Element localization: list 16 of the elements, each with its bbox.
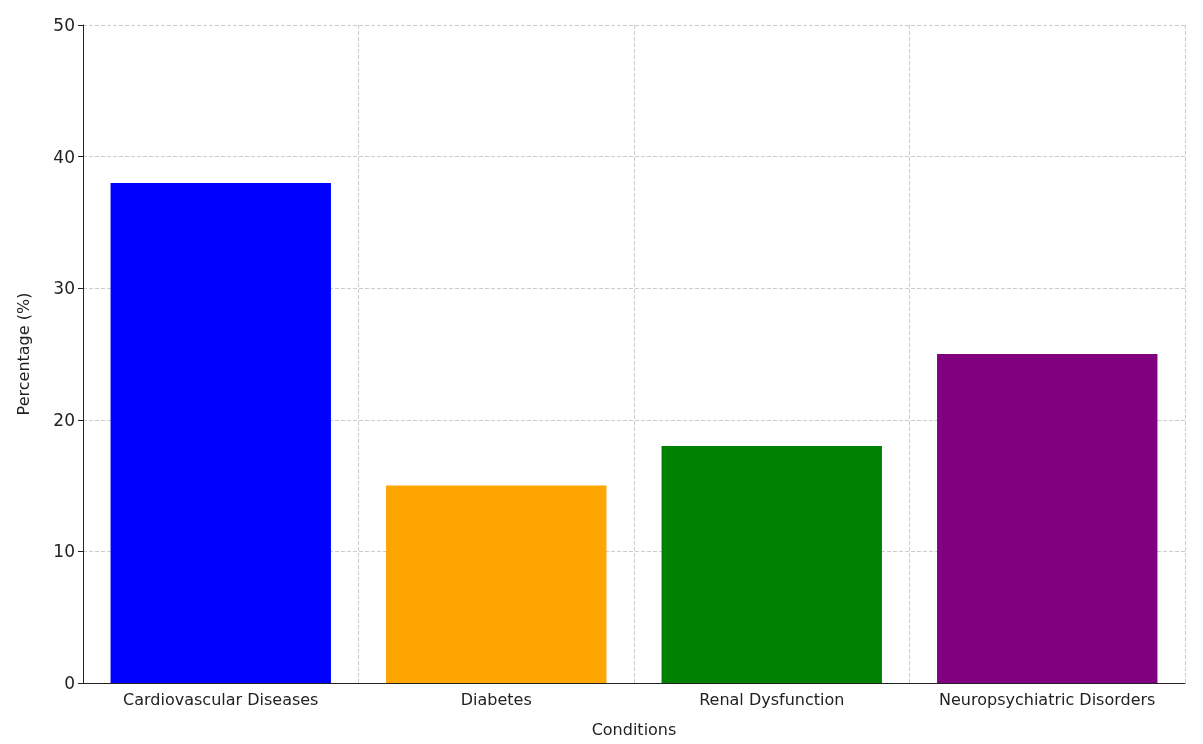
y-tick-label: 20 — [53, 409, 75, 430]
y-tick-label: 10 — [53, 541, 75, 562]
bar — [661, 446, 882, 683]
y-tick-label: 40 — [53, 146, 75, 167]
y-axis-title: Percentage (%) — [13, 292, 33, 416]
y-tick-label: 30 — [53, 278, 75, 299]
x-tick-label: Cardiovascular Diseases — [123, 689, 319, 709]
x-tick-label: Diabetes — [460, 689, 532, 709]
bar — [937, 354, 1158, 683]
x-axis-title: Conditions — [591, 719, 677, 739]
x-tick-label: Renal Dysfunction — [699, 689, 845, 709]
y-tick-label: 50 — [53, 15, 75, 35]
bar — [110, 182, 331, 683]
bar — [386, 485, 607, 683]
y-tick-label: 0 — [64, 673, 75, 693]
x-tick-label: Neuropsychiatric Disorders — [939, 689, 1156, 709]
